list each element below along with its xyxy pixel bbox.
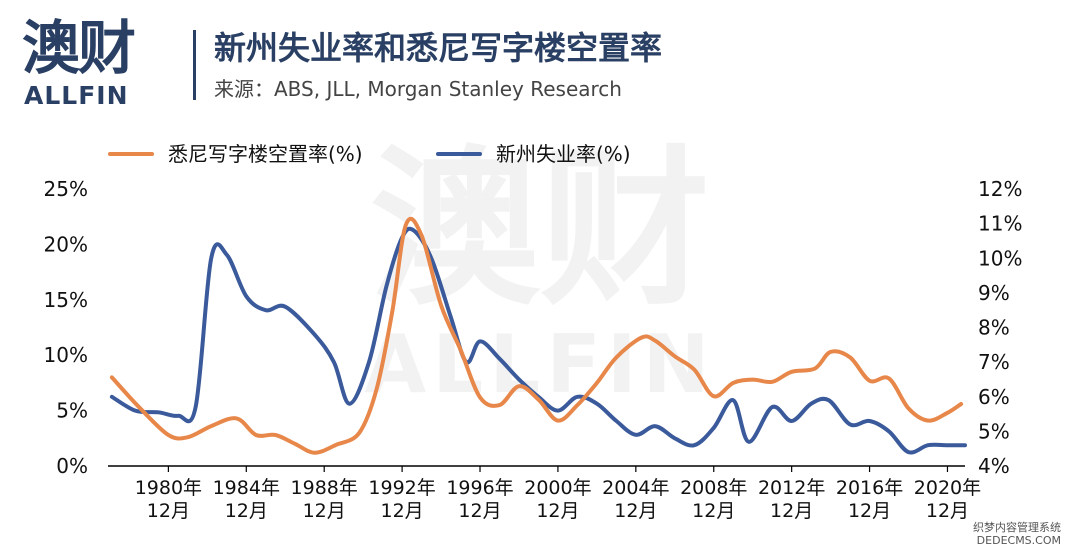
watermark-cn: 澳财 (369, 131, 710, 329)
x-tick-label-year: 1988年 (291, 477, 358, 499)
y-right-tick-label: 10% (978, 246, 1022, 270)
y-left-tick-label: 0% (56, 454, 88, 478)
y-right-tick-label: 7% (978, 350, 1010, 374)
corner-watermark-line2: DEDECMS.COM (976, 534, 1061, 547)
series-line-vacancy (109, 216, 964, 455)
y-right-tick-label: 6% (978, 385, 1010, 409)
x-tick-label-month: 12月 (303, 500, 346, 522)
x-tick-label-month: 12月 (147, 500, 190, 522)
x-tick-label-year: 1984年 (213, 477, 280, 499)
header-divider (193, 30, 196, 100)
x-tick-label-year: 2016年 (836, 477, 903, 499)
x-tick-label-year: 2000年 (524, 477, 591, 499)
x-tick-label-month: 12月 (770, 500, 813, 522)
x-tick-label-month: 12月 (536, 500, 579, 522)
legend-vacancy-label: 悉尼写字楼空置率(%) (168, 142, 363, 166)
x-tick-label-year: 2020年 (914, 477, 981, 499)
y-right-tick-label: 4% (978, 454, 1010, 478)
x-tick-label-month: 12月 (848, 500, 891, 522)
y-right-tick-label: 5% (978, 419, 1010, 443)
x-tick-label-year: 1980年 (135, 477, 202, 499)
y-left-tick-label: 5% (56, 399, 88, 423)
x-tick-label-year: 1996年 (446, 477, 513, 499)
series-line-unemployment (109, 226, 967, 455)
y-left-tick-label: 15% (44, 288, 88, 312)
x-tick-label-month: 12月 (614, 500, 657, 522)
x-tick-label-month: 12月 (381, 500, 424, 522)
y-left-tick-label: 10% (44, 343, 88, 367)
x-tick-label-month: 12月 (225, 500, 268, 522)
x-tick-label-year: 1992年 (368, 477, 435, 499)
legend-unemployment-label: 新州失业率(%) (496, 142, 631, 166)
brand-logo: 澳财 ALLFIN (22, 16, 182, 110)
x-tick-label-year: 2004年 (602, 477, 669, 499)
x-tick-label-year: 2008年 (680, 477, 747, 499)
chart-title: 新州失业率和悉尼写字楼空置率 (214, 29, 663, 67)
y-right-tick-label: 11% (978, 212, 1022, 236)
chart-source: 来源：ABS, JLL, Morgan Stanley Research (214, 77, 622, 101)
y-left-tick-label: 20% (44, 232, 88, 256)
y-right-tick-label: 9% (978, 281, 1010, 305)
y-right-tick-label: 12% (978, 177, 1022, 201)
x-tick-label-month: 12月 (692, 500, 735, 522)
brand-logo-en: ALLFIN (24, 81, 129, 110)
x-tick-label-month: 12月 (458, 500, 501, 522)
y-right-tick-label: 8% (978, 316, 1010, 340)
y-left-tick-label: 25% (44, 177, 88, 201)
brand-logo-cn: 澳财 (22, 14, 136, 82)
x-tick-label-year: 2012年 (758, 477, 825, 499)
corner-watermark-line1: 织梦内容管理系统 (973, 521, 1061, 534)
corner-watermark: 织梦内容管理系统 DEDECMS.COM (973, 521, 1061, 547)
x-tick-label-month: 12月 (926, 500, 969, 522)
